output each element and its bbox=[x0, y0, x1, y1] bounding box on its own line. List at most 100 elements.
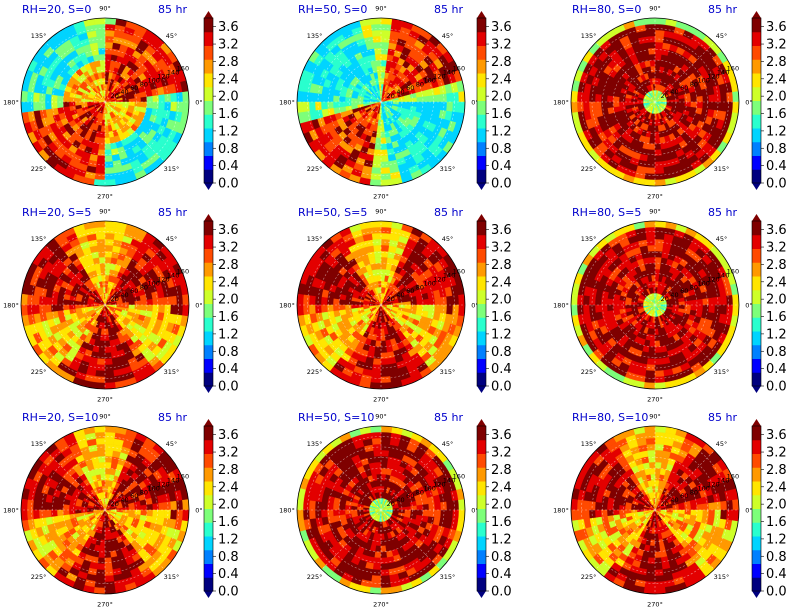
angular-gridline bbox=[321, 42, 382, 103]
angle-tick-label: 45° bbox=[442, 235, 454, 243]
cell bbox=[654, 65, 660, 73]
angle-tick-label: 180° bbox=[3, 99, 19, 107]
colorbar-tick-label: 1.6 bbox=[491, 107, 512, 122]
cell bbox=[654, 376, 666, 384]
cell bbox=[372, 41, 382, 49]
cell bbox=[320, 304, 328, 314]
colorbar-tick-label: 0.8 bbox=[491, 142, 512, 157]
cell bbox=[654, 274, 660, 282]
cell bbox=[643, 221, 656, 228]
cell bbox=[104, 352, 113, 360]
cell bbox=[720, 101, 728, 112]
colorbar-segment bbox=[477, 31, 486, 46]
radial-tick-label: 80 bbox=[416, 80, 424, 88]
cell bbox=[320, 93, 328, 103]
cell bbox=[44, 296, 52, 306]
cell bbox=[452, 101, 460, 113]
colorbar-segment bbox=[477, 100, 486, 115]
cell bbox=[95, 370, 106, 378]
cell bbox=[99, 545, 106, 553]
cell bbox=[726, 101, 734, 113]
angular-gridline bbox=[654, 101, 715, 162]
cell bbox=[369, 221, 382, 228]
cell bbox=[458, 90, 465, 103]
colorbar-segment bbox=[204, 18, 213, 33]
cell bbox=[576, 91, 584, 103]
cell bbox=[696, 304, 704, 312]
angular-gridline bbox=[104, 304, 165, 365]
colorbar-tick-label: 0.0 bbox=[218, 380, 239, 395]
cell bbox=[376, 125, 382, 133]
cell bbox=[380, 167, 391, 175]
cell bbox=[350, 97, 358, 103]
cell bbox=[104, 179, 117, 186]
angle-tick-label: 0° bbox=[471, 302, 478, 310]
cell bbox=[104, 250, 113, 258]
cell bbox=[146, 503, 154, 511]
cell bbox=[21, 90, 28, 103]
cell bbox=[152, 304, 160, 313]
cell bbox=[104, 449, 114, 457]
colorbar-segment bbox=[752, 100, 761, 115]
cell bbox=[344, 97, 352, 103]
cell bbox=[104, 461, 112, 469]
angular-gridline bbox=[380, 42, 441, 103]
radial-tick-label: 40 bbox=[670, 88, 678, 96]
colorbar-segment bbox=[204, 221, 213, 236]
angular-gridline bbox=[380, 245, 441, 306]
cell bbox=[654, 71, 660, 79]
cell bbox=[369, 382, 382, 389]
cell bbox=[32, 92, 40, 103]
cell bbox=[104, 346, 112, 354]
cell bbox=[93, 179, 106, 186]
cell bbox=[32, 304, 40, 315]
colorbar-tick-label: 3.2 bbox=[766, 38, 787, 53]
cell bbox=[645, 370, 656, 378]
cell bbox=[702, 297, 710, 306]
cell bbox=[369, 179, 382, 186]
cell bbox=[380, 226, 392, 234]
cell bbox=[344, 300, 352, 306]
cell bbox=[654, 358, 664, 366]
cell bbox=[99, 340, 106, 348]
radial-tick-label: 120 bbox=[433, 275, 445, 283]
cell bbox=[338, 299, 346, 306]
angle-tick-label: 225° bbox=[581, 165, 597, 173]
cell bbox=[380, 23, 392, 31]
cell bbox=[146, 304, 154, 312]
cell bbox=[654, 370, 665, 378]
colorbar-tick-label: 2.8 bbox=[491, 55, 512, 70]
radial-tick-label: 40 bbox=[120, 88, 128, 96]
cell bbox=[326, 304, 334, 313]
radial-gridline bbox=[370, 91, 392, 113]
angular-gridline bbox=[380, 101, 441, 162]
cell bbox=[146, 101, 154, 109]
cell bbox=[612, 96, 620, 103]
cell bbox=[93, 382, 106, 389]
cell bbox=[308, 92, 316, 103]
colorbar-segment bbox=[477, 45, 486, 60]
cell bbox=[373, 352, 382, 360]
colorbar-segment bbox=[752, 344, 761, 359]
colorbar-tick-label: 2.4 bbox=[218, 72, 239, 87]
angle-tick-label: 0° bbox=[195, 99, 202, 107]
cell bbox=[654, 23, 666, 31]
radial-gridline bbox=[644, 91, 666, 113]
cell bbox=[140, 101, 148, 108]
cell bbox=[404, 101, 412, 107]
cell bbox=[50, 502, 58, 511]
cell bbox=[104, 41, 114, 49]
cell bbox=[643, 179, 656, 186]
cell bbox=[374, 143, 382, 151]
cell bbox=[416, 101, 424, 108]
colorbar-segment bbox=[204, 262, 213, 277]
cell bbox=[152, 509, 160, 518]
cell bbox=[308, 295, 316, 306]
colorbar-tick-label: 0.4 bbox=[218, 159, 239, 174]
cell bbox=[650, 131, 656, 139]
cell bbox=[434, 304, 442, 314]
angular-gridline bbox=[104, 101, 165, 162]
colorbar-tick-label: 0.8 bbox=[218, 142, 239, 157]
cell bbox=[380, 53, 388, 61]
cell bbox=[645, 167, 656, 175]
